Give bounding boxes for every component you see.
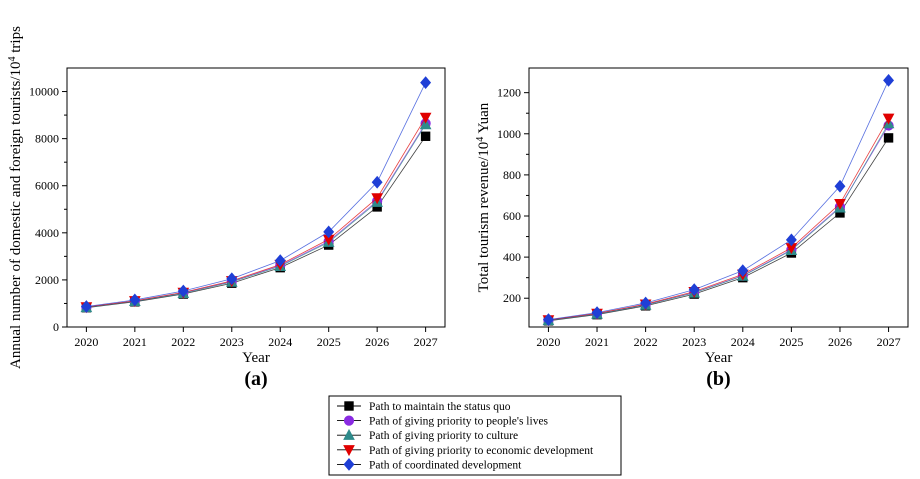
y-tick-label: 600 <box>503 209 521 223</box>
series-line <box>548 125 889 321</box>
series-diamond <box>542 73 895 326</box>
x-tick-label: 2020 <box>74 335 98 349</box>
legend-label: Path of coordinated development <box>369 459 522 471</box>
data-point <box>419 112 432 124</box>
chart-panel-a: 2020 2021 2022 2023 2024 2025 2026 2027 0 2000 400… <box>7 26 446 390</box>
x-tick-label: 2024 <box>731 335 755 349</box>
series-triangle-down <box>542 113 895 327</box>
y-tick-label: 800 <box>503 168 521 182</box>
legend-label: Path of giving priority to culture <box>369 430 518 442</box>
y-tick-label: 400 <box>503 250 521 264</box>
series-circle <box>543 120 894 326</box>
x-tick-label: 2020 <box>536 335 560 349</box>
series-line <box>548 123 889 321</box>
legend-marker <box>343 458 355 471</box>
chart-panel-b: 2020 2021 2022 2023 2024 2025 2026 2027 200 400 60… <box>475 67 909 390</box>
series-line <box>548 137 889 322</box>
legend-entry: Path of giving priority to economic deve… <box>337 445 594 457</box>
data-point <box>419 118 432 130</box>
series-line <box>86 136 426 309</box>
x-tick-label: 2022 <box>171 335 195 349</box>
series-triangle-down <box>80 112 432 314</box>
y-tick-label: 1200 <box>497 86 521 100</box>
data-point <box>834 179 846 193</box>
series-diamond <box>80 76 432 313</box>
x-tick-label: 2021 <box>585 335 609 349</box>
legend-marker <box>344 401 354 411</box>
data-point <box>834 198 846 210</box>
y-tick-label: 1000 <box>497 127 521 141</box>
x-tick-label: 2027 <box>414 335 438 349</box>
x-tick-label: 2025 <box>317 335 341 349</box>
data-point <box>737 264 749 278</box>
x-tick-label: 2022 <box>634 335 658 349</box>
x-tick-label: 2023 <box>682 335 706 349</box>
data-point <box>420 131 431 141</box>
data-point <box>883 73 895 87</box>
data-point <box>591 306 603 319</box>
data-point <box>129 293 141 307</box>
y-tick-label: 4000 <box>35 226 59 240</box>
x-tick-label: 2021 <box>123 335 147 349</box>
series-line <box>86 123 426 308</box>
data-point <box>177 284 189 298</box>
x-axis-label: Year <box>242 350 270 366</box>
panel-label: (a) <box>244 368 267 390</box>
series-square <box>81 131 431 313</box>
x-tick-label: 2026 <box>365 335 389 349</box>
series-line <box>86 117 426 308</box>
series-line <box>548 118 889 321</box>
data-point <box>883 133 894 143</box>
panel-label: (b) <box>706 368 730 390</box>
y-tick-label: 6000 <box>35 179 59 193</box>
data-point <box>420 76 432 89</box>
legend-marker <box>343 428 355 440</box>
x-tick-label: 2025 <box>779 335 803 349</box>
data-point <box>274 254 286 267</box>
data-point <box>882 113 895 125</box>
data-point <box>226 272 238 286</box>
series-square <box>543 133 894 326</box>
data-point <box>371 193 383 205</box>
series-triangle-up <box>542 117 895 326</box>
x-tick-label: 2027 <box>877 335 901 349</box>
legend-box <box>328 395 622 476</box>
y-tick-label: 10000 <box>29 85 59 99</box>
series-triangle-up <box>80 118 432 313</box>
y-axis-label: Annual number of domestic and foreign to… <box>7 26 24 369</box>
plot-frame <box>528 67 909 328</box>
legend-entry: Path of giving priority to people's live… <box>337 415 549 428</box>
series-line <box>86 82 426 307</box>
x-tick-label: 2026 <box>828 335 852 349</box>
data-point <box>688 283 700 296</box>
legend-marker <box>343 415 355 426</box>
y-tick-label: 0 <box>53 320 59 334</box>
x-axis-label: Year <box>705 350 733 366</box>
series-circle <box>81 118 431 313</box>
y-tick-label: 8000 <box>35 132 59 146</box>
legend: Path to maintain the status quo Path of g… <box>328 395 622 476</box>
data-point <box>640 296 652 310</box>
x-tick-label: 2024 <box>268 335 292 349</box>
series-line <box>86 124 426 308</box>
legend-label: Path to maintain the status quo <box>369 401 511 413</box>
y-axis-label: Total tourism revenue/104 Yuan <box>475 102 492 292</box>
x-tick-label: 2023 <box>220 335 244 349</box>
legend-marker <box>343 445 355 457</box>
data-point <box>785 233 797 247</box>
data-point <box>323 225 335 239</box>
y-tick-label: 2000 <box>35 273 59 287</box>
legend-entry: Path of giving priority to culture <box>337 428 518 442</box>
series-line <box>548 80 889 320</box>
legend-entry: Path to maintain the status quo <box>337 401 511 413</box>
y-tick-label: 200 <box>503 291 521 305</box>
data-point <box>80 300 92 313</box>
plot-frame <box>66 67 446 328</box>
legend-label: Path of giving priority to people's live… <box>369 416 549 428</box>
legend-label: Path of giving priority to economic deve… <box>369 445 594 457</box>
data-point <box>542 313 554 326</box>
legend-entry: Path of coordinated development <box>337 458 522 471</box>
data-point <box>371 175 383 189</box>
